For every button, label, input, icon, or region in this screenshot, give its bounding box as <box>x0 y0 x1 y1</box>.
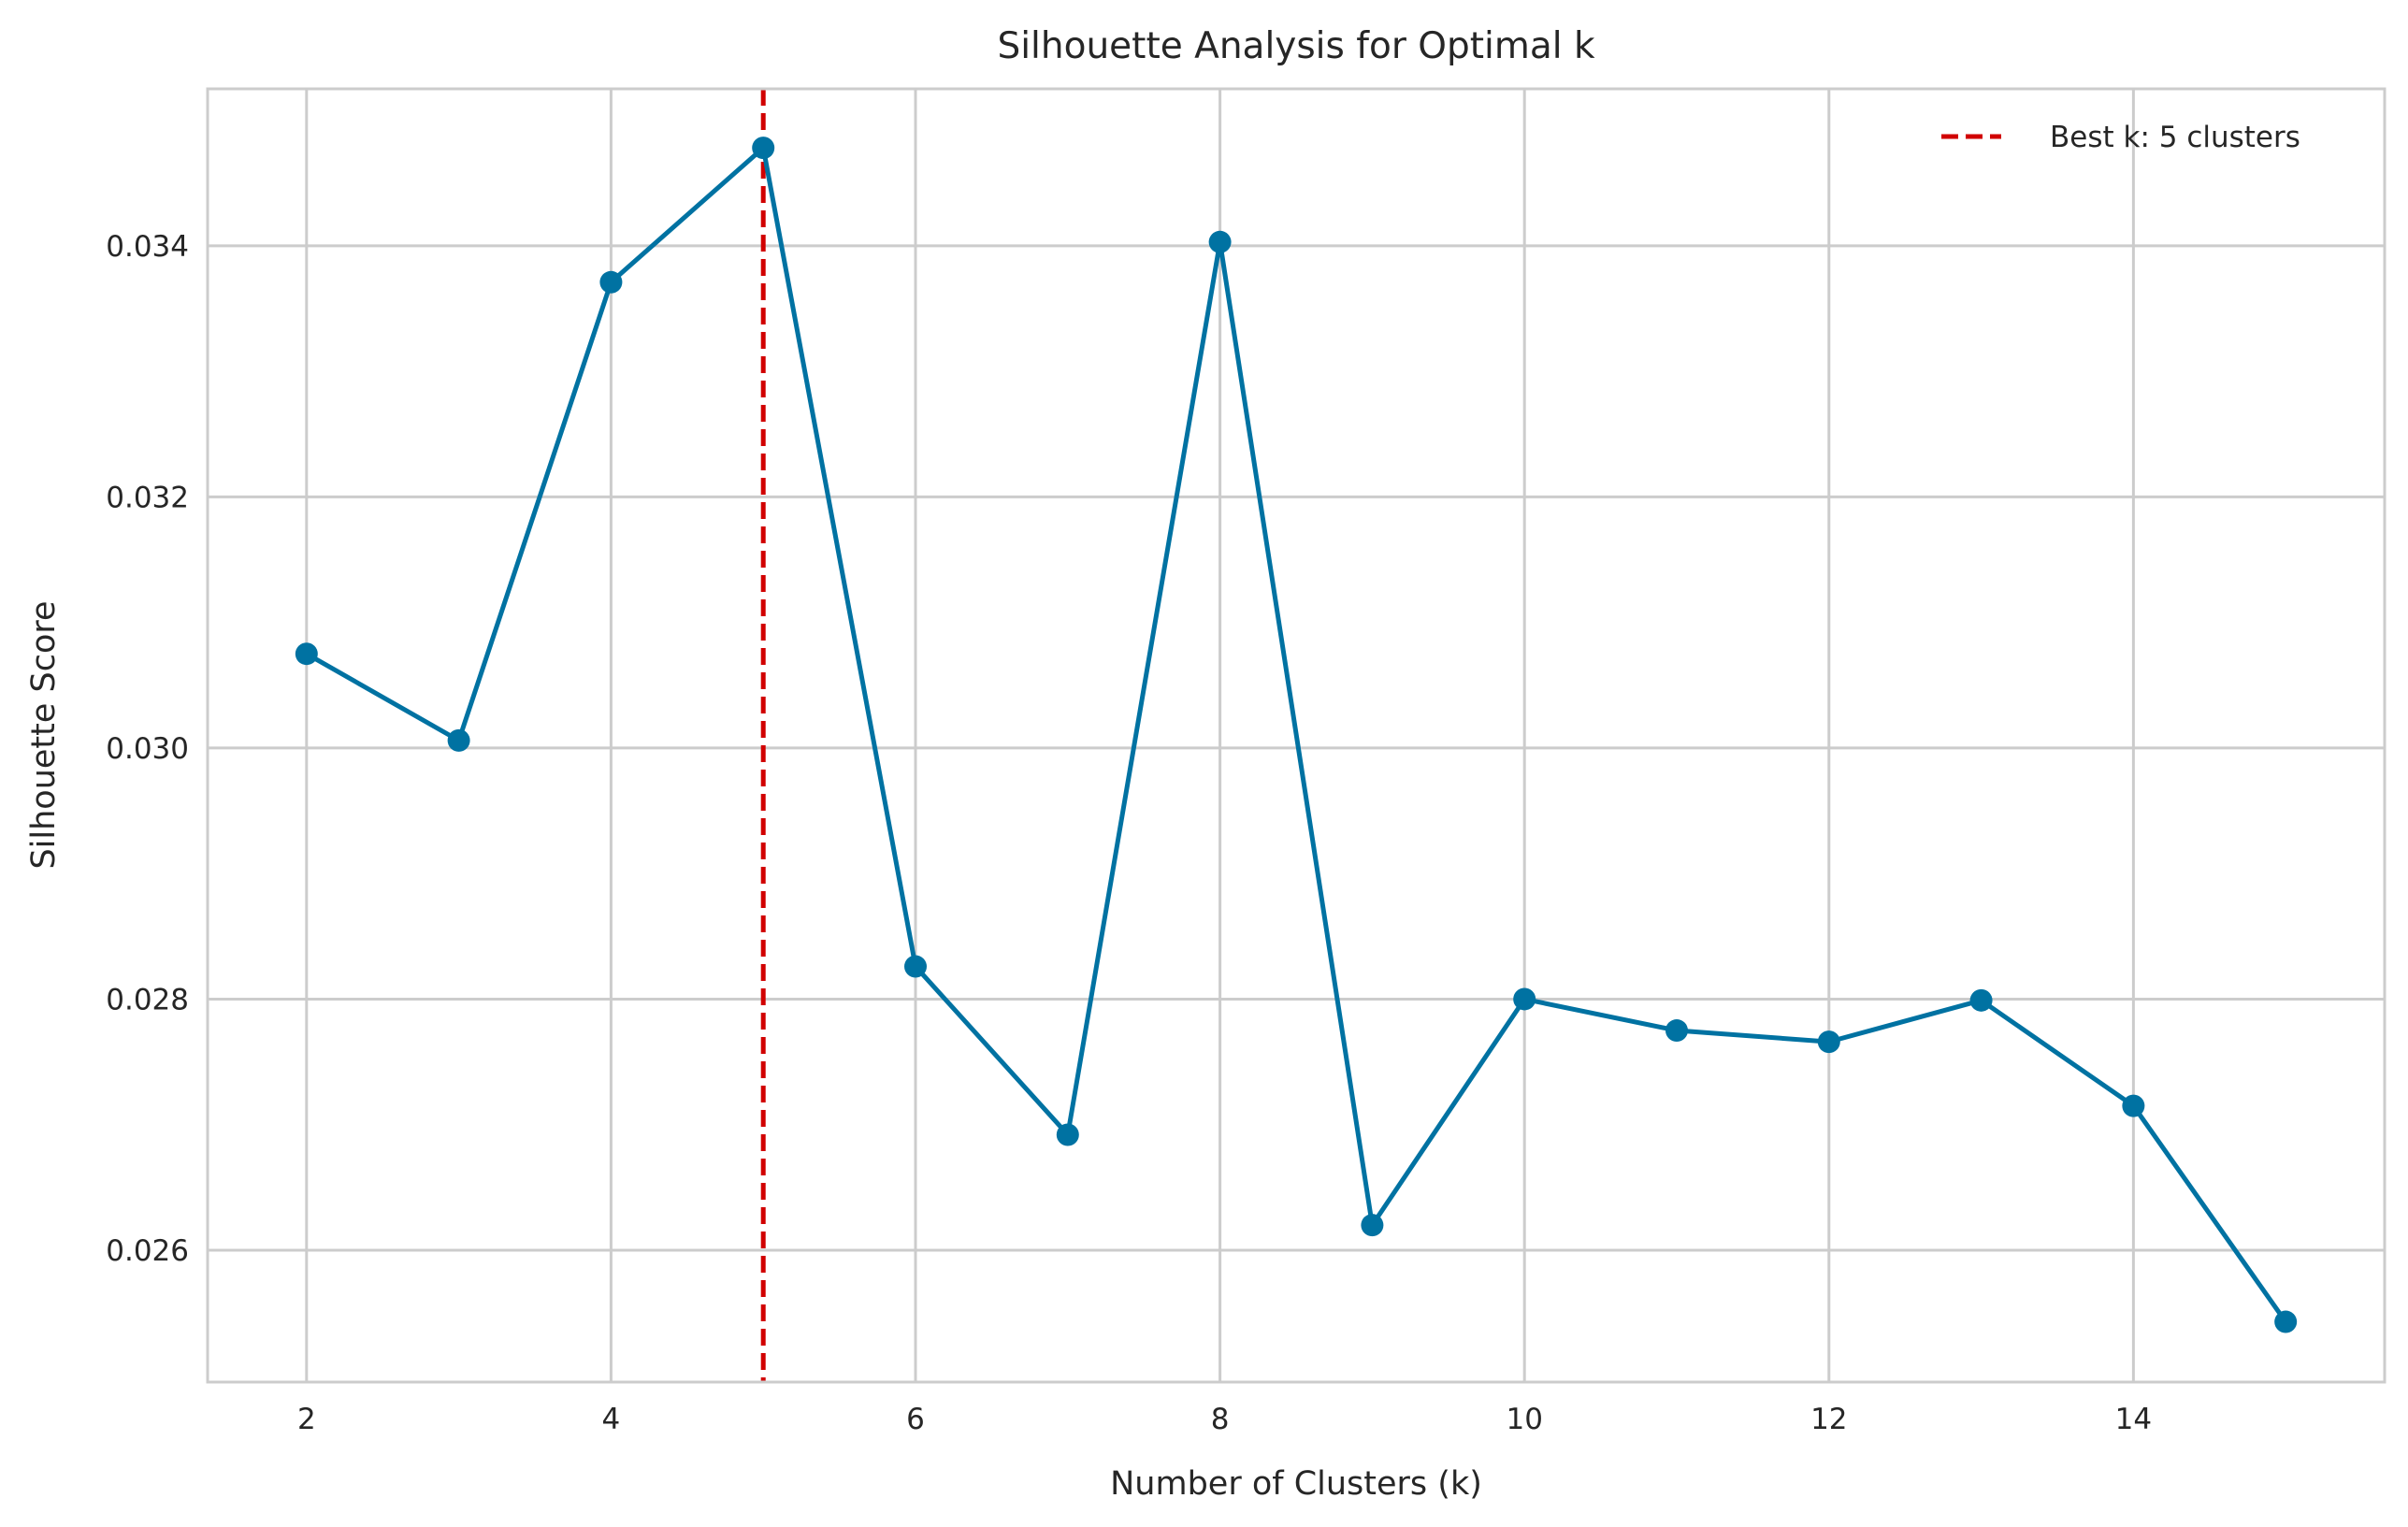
data-point <box>1513 987 1536 1011</box>
x-tick-label: 6 <box>906 1403 925 1436</box>
data-point <box>1056 1123 1079 1146</box>
y-tick-label: 0.032 <box>106 481 189 514</box>
data-point <box>1817 1030 1840 1054</box>
x-tick-label: 14 <box>2115 1403 2152 1436</box>
data-point <box>599 270 623 294</box>
data-point <box>1208 230 1232 253</box>
legend-label-best-k: Best k: 5 clusters <box>2050 121 2300 154</box>
data-point <box>2274 1310 2298 1333</box>
data-point <box>1969 988 1993 1012</box>
data-point <box>752 137 775 160</box>
series <box>295 137 2298 1333</box>
x-tick-label: 4 <box>602 1403 621 1436</box>
plot-frame <box>206 87 2386 1384</box>
y-tick-label: 0.028 <box>106 983 189 1016</box>
tick-labels: 2 4 6 8 10 12 14 0.026 0.028 0.030 0.032 0.034 <box>106 230 2152 1436</box>
x-axis-label: Number of Clusters (k) <box>1110 1465 1482 1503</box>
x-tick-label: 12 <box>1810 1403 1847 1436</box>
x-tick-label: 2 <box>297 1403 316 1436</box>
y-axis-label: Silhouette Score <box>25 600 63 869</box>
series-line <box>305 145 2288 1323</box>
legend: Best k: 5 clusters <box>1941 121 2300 154</box>
x-tick-label: 8 <box>1211 1403 1230 1436</box>
data-point <box>295 642 318 666</box>
data-point <box>1361 1214 1384 1237</box>
data-point <box>2122 1094 2145 1117</box>
data-point <box>447 728 470 752</box>
data-point <box>1665 1019 1688 1043</box>
chart-title: Silhouette Analysis for Optimal k <box>997 25 1594 67</box>
y-tick-label: 0.030 <box>106 732 189 766</box>
data-point <box>904 955 928 978</box>
x-tick-label: 10 <box>1506 1403 1542 1436</box>
y-tick-label: 0.034 <box>106 230 189 264</box>
y-tick-label: 0.026 <box>106 1234 189 1268</box>
